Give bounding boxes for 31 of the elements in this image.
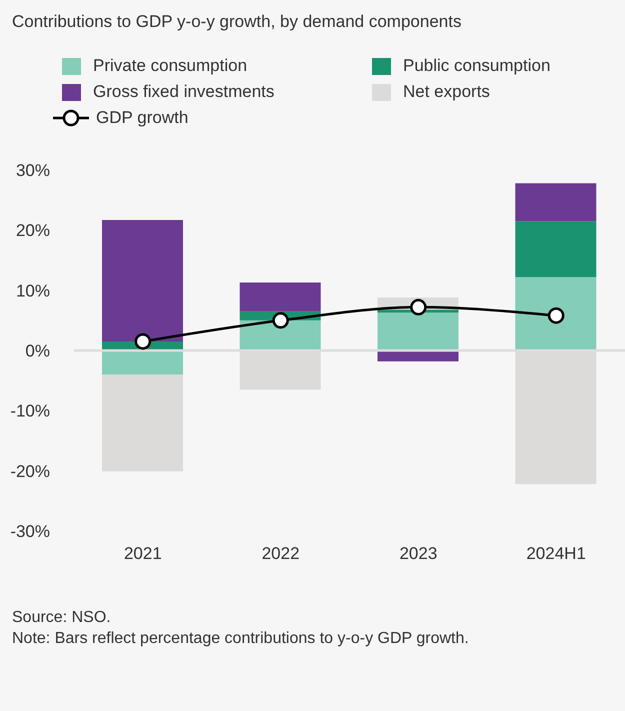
legend-label: GDP growth [96, 108, 188, 128]
legend-label: Public consumption [403, 56, 550, 76]
bar [102, 220, 183, 342]
x-tick-label: 2022 [262, 544, 300, 564]
y-tick-label: -10% [10, 402, 50, 421]
y-tick-label: -20% [10, 462, 50, 481]
y-tick-label: -30% [10, 522, 50, 542]
y-tick-label: 20% [16, 221, 50, 240]
bar [515, 221, 596, 278]
bar [240, 282, 321, 312]
point [410, 298, 427, 316]
bar [102, 350, 183, 375]
text: Note: Bars reflect percentage contributions to y-o-y GDP growth. [12, 629, 469, 649]
bar [102, 374, 183, 472]
bar [378, 312, 458, 350]
point [272, 312, 289, 329]
x-tick-label: 2021 [124, 544, 162, 564]
legend-label: Private consumption [93, 56, 248, 76]
source-note: Source: NSO. [12, 608, 112, 628]
point [134, 333, 152, 350]
x-tick-label: 2024H1 [526, 544, 586, 564]
y-tick-label: 10% [16, 281, 50, 300]
legend-label: Gross fixed investments [93, 82, 274, 102]
x-tick-label: 2023 [399, 544, 438, 564]
y-tick-label: 0% [25, 342, 50, 361]
bar [515, 183, 596, 222]
chart-title: Contributions to GDP y-o-y growth, by demand components [12, 12, 462, 32]
point [548, 307, 564, 324]
y-tick-label: 30% [16, 161, 50, 180]
bar [515, 277, 596, 350]
legend-label: Net exports [403, 82, 490, 102]
